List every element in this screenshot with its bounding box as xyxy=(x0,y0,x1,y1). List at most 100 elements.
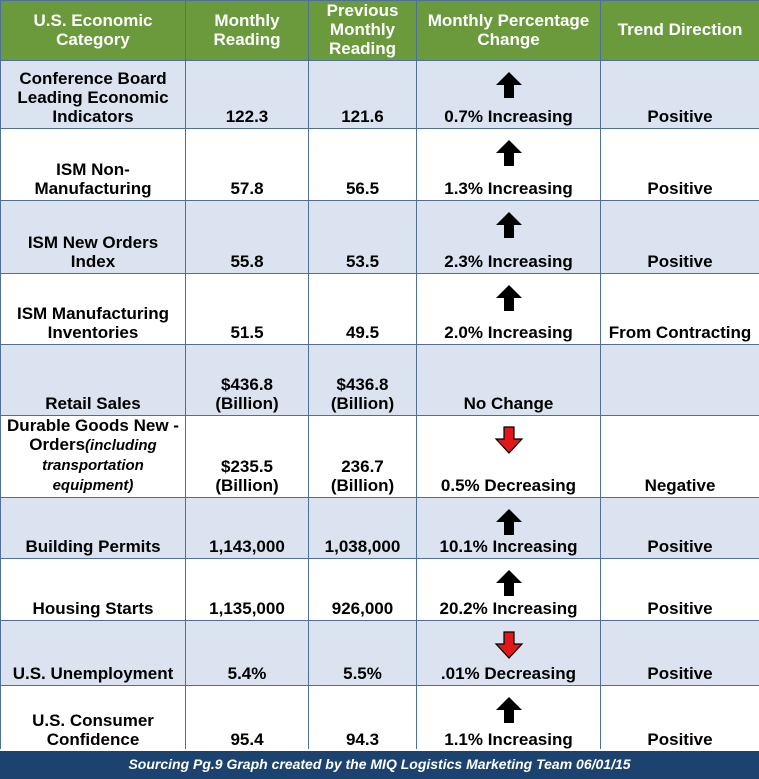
down-arrow-icon xyxy=(494,426,523,454)
monthly-reading-cell: 95.4 xyxy=(185,685,309,752)
previous-reading-cell: 5.5% xyxy=(308,620,417,686)
table-row: ISM New Orders Index 55.8 53.5 2.3% Increas… xyxy=(0,200,759,274)
percentage-change-label: 2.0% Increasing xyxy=(444,323,573,342)
previous-reading-cell: 236.7 (Billion) xyxy=(308,415,417,498)
trend-direction-cell: Positive xyxy=(600,128,759,201)
category-label: Housing Starts xyxy=(32,599,154,618)
percentage-change-cell: No Change xyxy=(416,344,601,416)
category-label: Conference Board Leading Economic Indica… xyxy=(17,69,169,126)
percentage-change-label: .01% Decreasing xyxy=(440,664,577,683)
monthly-reading-cell: 51.5 xyxy=(185,273,309,345)
category-cell: Retail Sales xyxy=(0,344,186,416)
up-arrow-icon xyxy=(495,212,522,238)
percentage-change-cell: 10.1% Increasing xyxy=(416,497,601,559)
trend-direction-cell: Positive xyxy=(600,60,759,129)
category-cell: Housing Starts xyxy=(0,558,186,621)
table-row: ISM Non-Manufacturing 57.8 56.5 1.3% Increa… xyxy=(0,128,759,201)
percentage-change-cell: .01% Decreasing xyxy=(416,620,601,686)
category-cell: ISM Manufacturing Inventories xyxy=(0,273,186,345)
monthly-reading-cell: $436.8 (Billion) xyxy=(185,344,309,416)
monthly-reading-cell: 1,135,000 xyxy=(185,558,309,621)
source-footer: Sourcing Pg.9 Graph created by the MIQ L… xyxy=(0,749,759,779)
table-row: Conference Board Leading Economic Indica… xyxy=(0,60,759,129)
category-label: ISM Non-Manufacturing xyxy=(34,160,152,198)
up-arrow-icon xyxy=(495,140,522,166)
percentage-change-label: 0.7% Increasing xyxy=(444,107,573,126)
percentage-change-label: No Change xyxy=(463,394,554,413)
trend-direction-cell: Negative xyxy=(600,415,759,498)
category-label: U.S. Consumer Confidence xyxy=(32,711,154,749)
header-monthly-reading: Monthly Reading xyxy=(185,0,309,61)
monthly-reading-cell: 5.4% xyxy=(185,620,309,686)
trend-direction-cell: Positive xyxy=(600,620,759,686)
trend-direction-cell: From Contracting xyxy=(600,273,759,345)
header-percentage-change: Monthly Percentage Change xyxy=(416,0,601,61)
monthly-reading-cell: 122.3 xyxy=(185,60,309,129)
category-label: Building Permits xyxy=(25,537,161,556)
previous-reading-cell: 926,000 xyxy=(308,558,417,621)
category-label: Retail Sales xyxy=(45,394,141,413)
monthly-reading-cell: 55.8 xyxy=(185,200,309,274)
monthly-reading-cell: 57.8 xyxy=(185,128,309,201)
previous-reading-cell: 1,038,000 xyxy=(308,497,417,559)
previous-reading-cell: 94.3 xyxy=(308,685,417,752)
table-row: Housing Starts 1,135,000 926,000 20.2% Incr… xyxy=(0,558,759,621)
category-label: Durable Goods New -Orders xyxy=(7,416,179,454)
table-row: U.S. Consumer Confidence 95.4 94.3 1.1% Inc… xyxy=(0,685,759,752)
economic-indicators-table: U.S. Economic Category Monthly Reading P… xyxy=(0,0,759,752)
trend-direction-cell: Positive xyxy=(600,558,759,621)
trend-direction-cell: Positive xyxy=(600,200,759,274)
monthly-reading-cell: $235.5 (Billion) xyxy=(185,415,309,498)
percentage-change-cell: 2.0% Increasing xyxy=(416,273,601,345)
percentage-change-label: 10.1% Increasing xyxy=(439,537,578,556)
table-body: Conference Board Leading Economic Indica… xyxy=(0,60,759,752)
table-row: U.S. Unemployment 5.4% 5.5% .01% Decreasing… xyxy=(0,620,759,686)
percentage-change-cell: 2.3% Increasing xyxy=(416,200,601,274)
category-cell: Building Permits xyxy=(0,497,186,559)
category-note: (including transportation equipment) xyxy=(42,437,157,494)
percentage-change-label: 2.3% Increasing xyxy=(444,252,573,271)
previous-reading-cell: 56.5 xyxy=(308,128,417,201)
percentage-change-cell: 1.1% Increasing xyxy=(416,685,601,752)
category-label: ISM New Orders Index xyxy=(27,233,159,271)
category-label: U.S. Unemployment xyxy=(12,664,174,683)
up-arrow-icon xyxy=(495,509,522,535)
table-row: Durable Goods New -Orders(including tran… xyxy=(0,415,759,498)
header-previous-reading: Previous Monthly Reading xyxy=(308,0,417,61)
percentage-change-label: 20.2% Increasing xyxy=(439,599,578,618)
percentage-change-label: 0.5% Decreasing xyxy=(440,476,577,495)
previous-reading-cell: 53.5 xyxy=(308,200,417,274)
percentage-change-label: 1.1% Increasing xyxy=(444,730,573,749)
trend-direction-cell: Positive xyxy=(600,497,759,559)
up-arrow-icon xyxy=(495,285,522,311)
percentage-change-cell: 20.2% Increasing xyxy=(416,558,601,621)
table-row: Building Permits 1,143,000 1,038,000 10.1% … xyxy=(0,497,759,559)
previous-reading-cell: 49.5 xyxy=(308,273,417,345)
percentage-change-cell: 0.7% Increasing xyxy=(416,60,601,129)
category-cell: Conference Board Leading Economic Indica… xyxy=(0,60,186,129)
percentage-change-cell: 0.5% Decreasing xyxy=(416,415,601,498)
trend-direction-cell xyxy=(600,344,759,416)
category-cell: U.S. Consumer Confidence xyxy=(0,685,186,752)
up-arrow-icon xyxy=(495,570,522,596)
category-cell: ISM New Orders Index xyxy=(0,200,186,274)
header-trend-direction: Trend Direction xyxy=(600,0,759,61)
previous-reading-cell: 121.6 xyxy=(308,60,417,129)
up-arrow-icon xyxy=(495,697,522,723)
down-arrow-icon xyxy=(494,631,523,659)
category-cell: Durable Goods New -Orders(including tran… xyxy=(0,415,186,498)
table-row: Retail Sales $436.8 (Billion) $436.8 (Bill… xyxy=(0,344,759,416)
trend-direction-cell: Positive xyxy=(600,685,759,752)
category-cell: U.S. Unemployment xyxy=(0,620,186,686)
table-header-row: U.S. Economic Category Monthly Reading P… xyxy=(0,0,759,61)
header-category: U.S. Economic Category xyxy=(0,0,186,61)
monthly-reading-cell: 1,143,000 xyxy=(185,497,309,559)
category-cell: ISM Non-Manufacturing xyxy=(0,128,186,201)
percentage-change-cell: 1.3% Increasing xyxy=(416,128,601,201)
table-row: ISM Manufacturing Inventories 51.5 49.5 2.0… xyxy=(0,273,759,345)
category-label: ISM Manufacturing Inventories xyxy=(16,304,170,342)
up-arrow-icon xyxy=(495,72,522,98)
percentage-change-label: 1.3% Increasing xyxy=(444,179,573,198)
previous-reading-cell: $436.8 (Billion) xyxy=(308,344,417,416)
